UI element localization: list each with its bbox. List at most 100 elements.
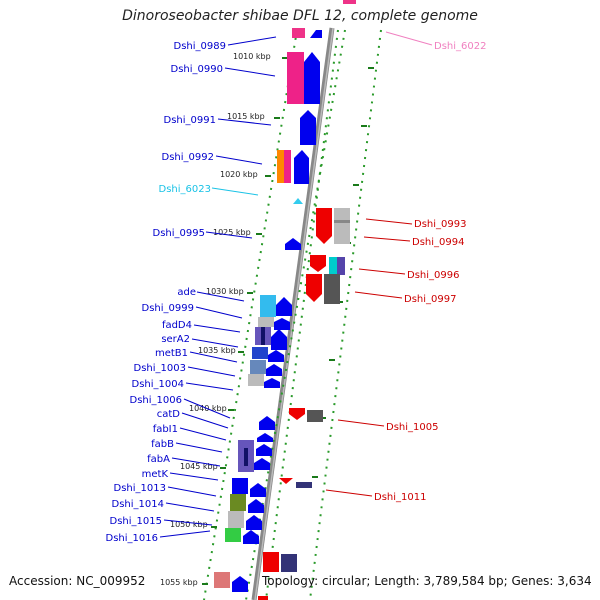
gene-label[interactable]: metB1	[155, 348, 188, 359]
gene-feature	[279, 478, 293, 484]
gene-label[interactable]: Dshi_0996	[407, 270, 459, 281]
gene-feature	[287, 52, 304, 104]
gene-feature	[293, 198, 303, 204]
gene-label[interactable]: Dshi_0997	[404, 294, 456, 305]
gene-label[interactable]: Dshi_1014	[112, 499, 164, 510]
scale-label: 1020 kbp	[220, 170, 258, 179]
gene-label[interactable]: metK	[142, 469, 169, 480]
gene-label[interactable]: Dshi_0993	[414, 219, 466, 230]
gene-label[interactable]: Dshi_0990	[171, 64, 223, 75]
gene-feature	[252, 347, 268, 359]
gene-feature	[244, 448, 248, 466]
gene-label[interactable]: Dshi_0989	[174, 41, 226, 52]
scale-label: 1015 kbp	[227, 112, 265, 121]
gene-label[interactable]: Dshi_0999	[142, 303, 194, 314]
gene-feature	[307, 410, 323, 422]
scale-label: 1055 kbp	[160, 578, 198, 587]
gene-label[interactable]: Dshi_0992	[162, 152, 214, 163]
scale-label: 1035 kbp	[198, 346, 236, 355]
gene-feature	[316, 208, 332, 244]
gene-label[interactable]: Dshi_1015	[110, 516, 162, 527]
gene-feature	[300, 110, 316, 145]
right-strand-features	[258, 0, 356, 600]
scale-label: 1025 kbp	[213, 228, 251, 237]
gene-label[interactable]: fadD4	[162, 320, 192, 331]
gene-feature	[266, 364, 282, 376]
gene-label[interactable]: serA2	[161, 334, 190, 345]
gene-feature	[257, 433, 273, 442]
gene-feature	[248, 374, 264, 386]
gene-label[interactable]: Dshi_0994	[412, 237, 464, 248]
gene-feature	[324, 274, 340, 304]
scale-label: 1050 kbp	[170, 520, 208, 529]
gene-feature	[232, 478, 248, 494]
gene-feature	[261, 327, 265, 345]
gene-feature	[243, 530, 259, 544]
gene-feature	[264, 378, 280, 388]
scale-label: 1010 kbp	[233, 52, 271, 61]
gene-feature	[296, 482, 312, 488]
gene-feature	[334, 208, 350, 244]
gene-feature	[274, 318, 290, 330]
left-strand-features	[214, 28, 322, 592]
gene-feature	[281, 554, 297, 572]
gene-label[interactable]: Dshi_1011	[374, 492, 426, 503]
gene-feature	[334, 220, 350, 223]
gene-feature	[277, 150, 284, 183]
gene-feature	[232, 576, 248, 592]
gene-feature	[248, 499, 264, 513]
gene-label[interactable]: fabB	[151, 439, 174, 450]
gene-feature	[285, 238, 301, 250]
gene-label[interactable]: Dshi_6023	[159, 184, 211, 195]
left-outer-rail	[203, 29, 298, 600]
gene-feature	[254, 458, 270, 470]
gene-feature	[214, 572, 230, 588]
accession-text: Accession: NC_009952	[9, 574, 146, 588]
map-title: Dinoroseobacter shibae DFL 12, complete …	[122, 8, 478, 24]
gene-label[interactable]: Dshi_0995	[153, 228, 205, 239]
gene-feature	[292, 28, 305, 38]
genome-backbone	[251, 27, 335, 600]
gene-feature	[268, 350, 284, 362]
gene-label[interactable]: Dshi_1006	[130, 395, 182, 406]
gene-feature	[304, 52, 320, 104]
gene-feature	[289, 408, 305, 420]
left-inner-rail	[245, 29, 346, 600]
scale-label: 1030 kbp	[206, 287, 244, 296]
gene-feature	[263, 552, 279, 572]
gene-label[interactable]: Dshi_1004	[132, 379, 184, 390]
gene-feature	[228, 511, 244, 528]
gene-feature	[310, 255, 326, 272]
gene-label[interactable]: Dshi_1013	[114, 483, 166, 494]
gene-feature	[260, 295, 276, 317]
gene-feature	[250, 483, 266, 497]
gene-label[interactable]: Dshi_1005	[386, 422, 438, 433]
gene-label[interactable]: fabI1	[153, 424, 178, 435]
gene-feature	[306, 274, 322, 302]
scale-label: 1045 kbp	[180, 462, 218, 471]
gene-feature	[256, 444, 272, 456]
gene-feature	[225, 528, 241, 542]
gene-feature	[230, 494, 246, 511]
gene-label[interactable]: Dshi_1016	[106, 533, 158, 544]
gene-label[interactable]: Dshi_1003	[134, 363, 186, 374]
gene-label[interactable]: Dshi_6022	[434, 41, 486, 52]
gene-feature	[329, 257, 337, 275]
gene-feature	[284, 150, 291, 183]
gene-feature	[258, 596, 268, 600]
gene-label[interactable]: ade	[177, 287, 196, 298]
gene-label[interactable]: catD	[157, 409, 181, 420]
gene-label[interactable]: Dshi_0991	[164, 115, 216, 126]
gene-feature	[246, 515, 262, 530]
gene-feature	[250, 360, 266, 374]
topology-text: Topology: circular; Length: 3,789,584 bp…	[262, 574, 592, 588]
gene-label[interactable]: fabA	[147, 454, 170, 465]
gene-feature	[276, 297, 292, 316]
gene-feature	[337, 257, 345, 275]
gene-feature	[258, 317, 274, 327]
right-leaders	[325, 31, 433, 497]
left-leaders	[159, 36, 277, 538]
gene-feature	[271, 329, 287, 350]
gene-feature	[343, 0, 356, 4]
